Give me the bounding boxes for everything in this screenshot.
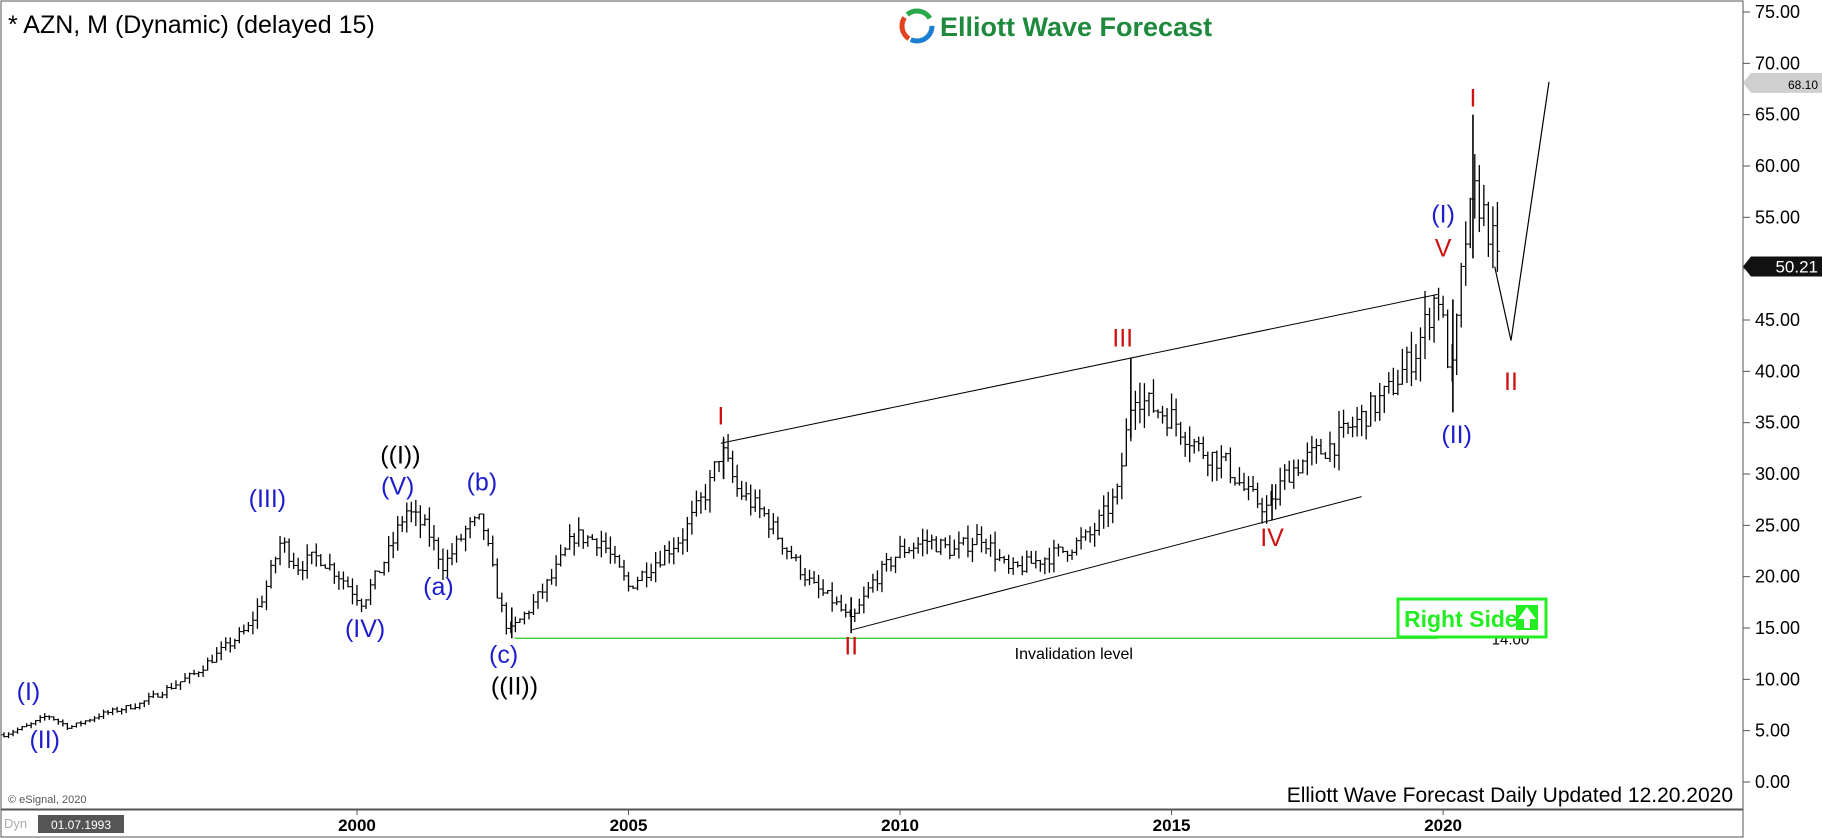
projection-path bbox=[1494, 81, 1550, 341]
wave-label: II bbox=[844, 633, 858, 661]
logo-ring-inner bbox=[899, 8, 935, 44]
update-text: Elliott Wave Forecast Daily Updated 12.2… bbox=[1287, 784, 1733, 807]
y-tick-label: 10.00 bbox=[1755, 669, 1800, 689]
y-tick-label: 5.00 bbox=[1755, 721, 1790, 741]
y-tick-label: 20.00 bbox=[1755, 567, 1800, 587]
invalidation-text: Invalidation level bbox=[1015, 646, 1133, 663]
y-tick-label: 45.00 bbox=[1755, 310, 1800, 330]
channel-line bbox=[720, 293, 1438, 444]
y-tick-label: 70.00 bbox=[1755, 53, 1800, 73]
wave-label: (III) bbox=[249, 485, 287, 513]
wave-label: (II) bbox=[1441, 421, 1472, 449]
wave-label: III bbox=[1112, 325, 1133, 353]
wave-label: (II) bbox=[29, 726, 60, 754]
wave-label: IV bbox=[1260, 524, 1284, 552]
logo-ring-mid bbox=[899, 8, 935, 44]
right-side-badge: Right Side bbox=[1396, 597, 1548, 639]
wave-label: (a) bbox=[423, 573, 454, 601]
y-tick-label: 30.00 bbox=[1755, 464, 1800, 484]
y-tick-label: 0.00 bbox=[1755, 772, 1790, 792]
wave-label: II bbox=[1504, 368, 1518, 396]
high-price-tag-bg bbox=[1743, 72, 1822, 93]
wave-label: (b) bbox=[467, 468, 498, 496]
x-axis: 2000 2005 2010 2015 2020 bbox=[338, 809, 1462, 835]
copyright-text: © eSignal, 2020 bbox=[8, 794, 86, 806]
wave-labels: (I) (II) (III) (IV) (V) ((I)) (b) (a) (c) ((II)) I… bbox=[17, 84, 1518, 754]
wave-label: (V) bbox=[381, 473, 414, 501]
y-tick-label: 55.00 bbox=[1755, 207, 1800, 227]
x-tick-label: 2010 bbox=[881, 816, 919, 835]
badge-text: Right Side bbox=[1404, 606, 1518, 632]
logo-ring-outer bbox=[899, 8, 935, 44]
wave-label: (I) bbox=[17, 678, 41, 706]
wave-label: ((II)) bbox=[491, 673, 538, 701]
y-tick-label: 15.00 bbox=[1755, 618, 1800, 638]
chart-title: * AZN, M (Dynamic) (delayed 15) bbox=[8, 11, 375, 39]
current-price-tag-bg bbox=[1743, 256, 1822, 277]
corner-label: Dyn bbox=[4, 816, 27, 831]
y-tick-label: 75.00 bbox=[1755, 2, 1800, 22]
x-tick-label: 2000 bbox=[338, 816, 376, 835]
wave-label: I bbox=[717, 403, 724, 431]
start-date-box bbox=[38, 815, 124, 833]
x-tick-label: 2015 bbox=[1153, 816, 1191, 835]
brand-logo bbox=[899, 8, 935, 44]
wave-label: (c) bbox=[489, 641, 518, 669]
wave-label: V bbox=[1435, 234, 1452, 262]
channel-line bbox=[851, 496, 1362, 631]
price-bars bbox=[1, 114, 1500, 739]
y-tick-label: 35.00 bbox=[1755, 413, 1800, 433]
arrow-up-icon bbox=[1516, 605, 1538, 630]
brand-name: Elliott Wave Forecast bbox=[940, 12, 1212, 42]
y-axis: 0.00 5.00 10.00 15.00 20.00 25.00 30.00 35.00 40… bbox=[1743, 2, 1822, 792]
x-tick-label: 2020 bbox=[1424, 816, 1462, 835]
wave-label: (I) bbox=[1431, 200, 1455, 228]
y-tick-label: 40.00 bbox=[1755, 361, 1800, 381]
x-axis-strip bbox=[0, 809, 1744, 838]
plot-frame bbox=[0, 0, 1744, 810]
current-price-tag: 50.21 bbox=[1775, 258, 1818, 277]
start-date: 01.07.1993 bbox=[51, 818, 111, 832]
wave-label: I bbox=[1470, 84, 1477, 112]
y-tick-label: 25.00 bbox=[1755, 515, 1800, 535]
y-tick-label: 65.00 bbox=[1755, 105, 1800, 125]
x-tick-label: 2005 bbox=[610, 816, 648, 835]
wave-label: ((I)) bbox=[380, 442, 420, 470]
high-price-tag: 68.10 bbox=[1788, 78, 1818, 92]
wave-label: (IV) bbox=[345, 615, 385, 643]
y-tick-label: 60.00 bbox=[1755, 156, 1800, 176]
